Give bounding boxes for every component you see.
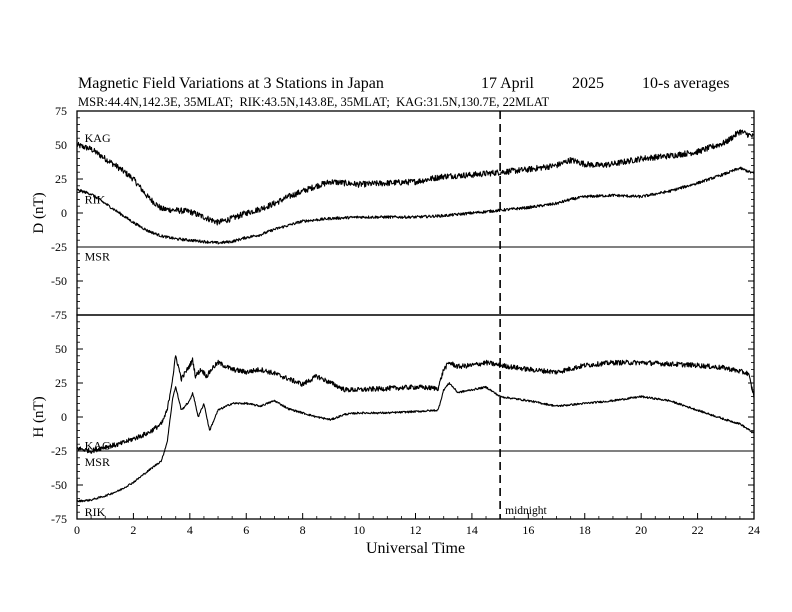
panel-frame	[76, 110, 755, 316]
panel-frame	[76, 314, 755, 520]
station-label-msr: MSR	[85, 250, 110, 264]
y-tick-label: 50	[55, 342, 67, 356]
chart-title: Magnetic Field Variations at 3 Stations …	[78, 75, 384, 92]
series-rik-line	[76, 166, 755, 245]
y-axis-label: H (nT)	[31, 396, 47, 437]
x-tick-label: 20	[635, 523, 647, 537]
chart-header: Magnetic Field Variations at 3 Stations …	[78, 75, 730, 109]
x-tick-label: 16	[522, 523, 534, 537]
station-label-msr: MSR	[85, 455, 110, 469]
y-tick-label: 25	[55, 376, 67, 390]
series-kag-line	[76, 355, 755, 454]
x-tick-label: 22	[692, 523, 704, 537]
y-axis-label: D (nT)	[31, 192, 47, 233]
midnight-label: midnight	[505, 505, 547, 517]
station-label-rik: RIK	[85, 192, 106, 206]
x-tick-label: 14	[466, 523, 478, 537]
x-axis-label: Universal Time	[366, 540, 465, 557]
station-label-kag: KAG	[85, 131, 111, 145]
chart-averaging: 10-s averages	[642, 75, 730, 92]
chart-year: 2025	[572, 75, 604, 92]
x-tick-label: 12	[410, 523, 422, 537]
series-kag-line	[76, 129, 755, 226]
x-tick-label: 24	[748, 523, 760, 537]
y-tick-label: 0	[61, 410, 67, 424]
x-tick-label: 10	[353, 523, 365, 537]
y-tick-label: -50	[51, 274, 67, 288]
station-label-rik: RIK	[85, 505, 106, 519]
y-tick-label: -75	[51, 512, 67, 526]
x-tick-label: 2	[130, 523, 136, 537]
y-tick-label: -50	[51, 478, 67, 492]
chart-panels: 75 50 25 0 -25 -50 -75 D (nT) KAG RIK MSR 50 25 0 -25 -…	[31, 104, 755, 526]
y-tick-label: 0	[61, 206, 67, 220]
x-tick-label: 6	[243, 523, 249, 537]
y-tick-label: 25	[55, 172, 67, 186]
station-info: MSR:44.4N,142.3E, 35MLAT; RIK:43.5N,143.…	[78, 95, 550, 109]
x-tick-label: 8	[300, 523, 306, 537]
x-tick-label: 18	[579, 523, 591, 537]
x-tick-label: 0	[74, 523, 80, 537]
y-tick-label: 75	[55, 104, 67, 118]
chart-date: 17 April	[481, 75, 534, 92]
panel-d: 75 50 25 0 -25 -50 -75 D (nT) KAG RIK MSR	[31, 104, 755, 322]
x-tick-label: 4	[187, 523, 193, 537]
y-tick-label: -75	[51, 308, 67, 322]
y-tick-label: 50	[55, 138, 67, 152]
y-tick-label: -25	[51, 444, 67, 458]
station-label-kag: KAG	[85, 439, 111, 453]
panel-h: 50 25 0 -25 -50 -75 H (nT) KAG MSR RIK	[31, 314, 755, 526]
series-rik-line	[76, 382, 755, 503]
y-tick-label: -25	[51, 240, 67, 254]
